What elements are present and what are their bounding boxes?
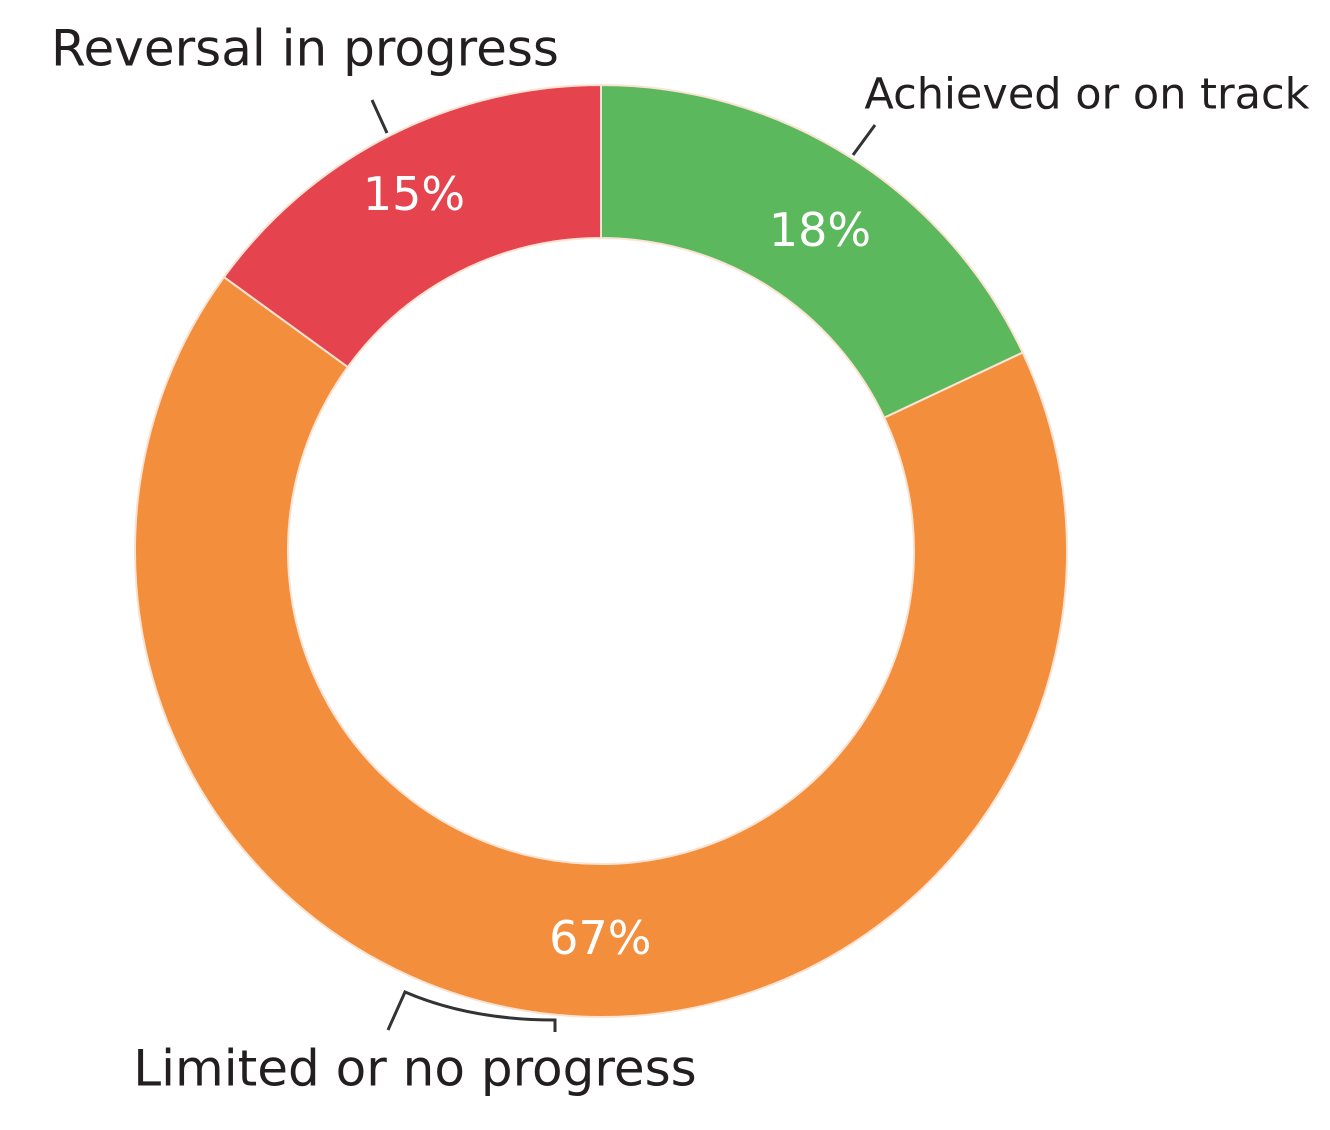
value-label: 67% bbox=[549, 911, 651, 965]
leader-line bbox=[370, 99, 389, 134]
category-label: Reversal in progress bbox=[51, 20, 559, 78]
category-label: Limited or no progress bbox=[133, 1040, 696, 1098]
leader-line bbox=[851, 124, 877, 156]
value-label: 18% bbox=[769, 203, 871, 257]
donut-segment bbox=[134, 275, 1068, 1018]
category-label: Achieved or on track bbox=[864, 70, 1309, 120]
donut-segment bbox=[222, 83, 602, 369]
value-label: 15% bbox=[363, 167, 465, 221]
donut-segment bbox=[600, 83, 1024, 420]
donut bbox=[134, 83, 1068, 1018]
leader-bracket bbox=[386, 990, 557, 1032]
